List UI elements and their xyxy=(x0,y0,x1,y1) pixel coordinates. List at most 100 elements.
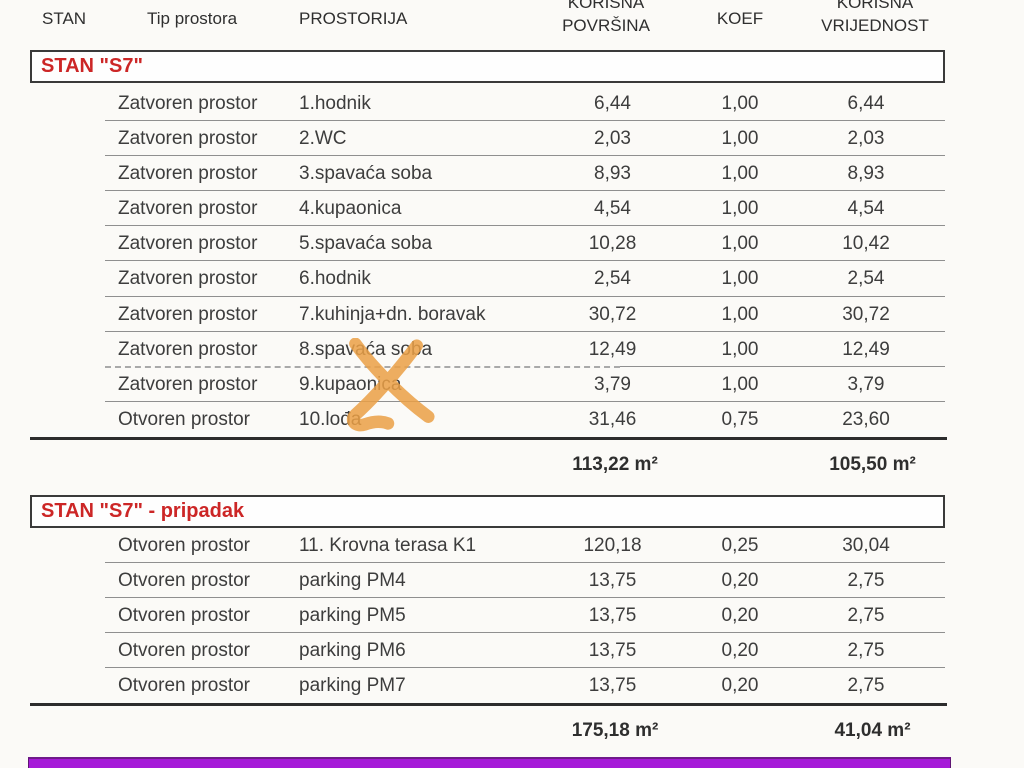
cell-koef: 1,00 xyxy=(721,268,759,290)
cell-koef: 1,00 xyxy=(721,163,759,185)
cell-korisna-vrijednost: 2,75 xyxy=(847,640,885,661)
table-row: Otvoren prostor parking PM7 13,75 0,20 2… xyxy=(30,668,945,703)
cell-korisna-vrijednost: 3,79 xyxy=(847,373,885,395)
cell-prostorija: 2.WC xyxy=(299,128,347,150)
cell-tip-prostora: Otvoren prostor xyxy=(118,535,250,556)
table-row: Zatvoren prostor 1.hodnik 6,44 1,00 6,44 xyxy=(30,86,945,122)
cell-korisna-povrsina: 6,44 xyxy=(594,93,631,114)
cell-korisna-povrsina: 30,72 xyxy=(588,303,637,325)
cell-koef: 1,00 xyxy=(721,233,759,255)
cell-tip-prostora: Otvoren prostor xyxy=(118,408,250,430)
row-separator xyxy=(105,295,945,297)
table-row: Otvoren prostor parking PM6 13,75 0,20 2… xyxy=(30,633,945,668)
cell-tip-prostora: Otvoren prostor xyxy=(118,570,250,591)
cell-korisna-vrijednost: 2,75 xyxy=(847,570,885,591)
cell-korisna-povrsina: 13,75 xyxy=(588,640,637,661)
section-end-line xyxy=(30,703,947,706)
cell-koef: 1,00 xyxy=(721,338,759,360)
row-separator xyxy=(105,120,945,122)
cell-korisna-vrijednost: 30,72 xyxy=(842,303,890,325)
cell-prostorija: parking PM6 xyxy=(299,640,406,661)
cell-korisna-povrsina: 12,49 xyxy=(588,338,637,360)
column-header-korisna-vrijednost: KORISNA VRIJEDNOST xyxy=(821,0,929,35)
table-row: Zatvoren prostor 6.hodnik 2,54 1,00 2,54 xyxy=(30,261,945,297)
cell-korisna-vrijednost: 23,60 xyxy=(842,408,890,430)
row-separator xyxy=(105,632,945,633)
cell-korisna-vrijednost: 2,03 xyxy=(847,128,885,150)
cell-korisna-povrsina: 4,54 xyxy=(594,198,631,220)
cell-prostorija: 5.spavaća soba xyxy=(299,233,433,255)
section-title-box: STAN "S7" - pripadak xyxy=(30,495,945,528)
section-total-vrijednost: 41,04 m² xyxy=(834,720,911,741)
table-row: Zatvoren prostor 9.kupaonica 3,79 1,00 3… xyxy=(30,367,945,402)
cell-prostorija: parking PM5 xyxy=(299,605,406,626)
cell-prostorija: 1.hodnik xyxy=(299,93,371,114)
cell-koef: 1,00 xyxy=(721,198,759,220)
cell-korisna-vrijednost: 4,54 xyxy=(847,198,885,220)
row-separator xyxy=(105,155,945,157)
section-title: STAN "S7" - pripadak xyxy=(41,500,245,522)
cell-korisna-vrijednost: 10,42 xyxy=(842,233,890,255)
table-row: Zatvoren prostor 7.kuhinja+dn. boravak 3… xyxy=(30,297,945,332)
cell-prostorija: 4.kupaonica xyxy=(299,198,402,220)
column-header-stan: STAN xyxy=(42,9,87,28)
cell-koef: 1,00 xyxy=(721,373,759,395)
row-separator xyxy=(105,400,945,402)
cell-korisna-povrsina: 3,79 xyxy=(594,373,631,395)
cell-koef: 0,20 xyxy=(721,605,759,626)
cell-prostorija: 6.hodnik xyxy=(299,268,371,290)
footer-accent-bar xyxy=(28,757,951,768)
row-separator xyxy=(105,225,945,227)
cell-korisna-vrijednost: 30,04 xyxy=(842,535,890,556)
section-rows: Zatvoren prostor 1.hodnik 6,44 1,00 6,44… xyxy=(30,86,945,437)
cell-tip-prostora: Zatvoren prostor xyxy=(118,163,258,185)
table-row: Zatvoren prostor 5.spavaća soba 10,28 1,… xyxy=(30,226,945,262)
table-row: Zatvoren prostor 4.kupaonica 4,54 1,00 4… xyxy=(30,191,945,227)
cell-tip-prostora: Zatvoren prostor xyxy=(118,373,258,395)
row-separator xyxy=(105,597,945,598)
cell-korisna-povrsina: 10,28 xyxy=(588,233,637,255)
cell-korisna-povrsina: 13,75 xyxy=(588,675,637,696)
section-total-vrijednost: 105,50 m² xyxy=(829,454,916,475)
section-rows: Otvoren prostor 11. Krovna terasa K1 120… xyxy=(30,528,945,703)
cell-tip-prostora: Otvoren prostor xyxy=(118,605,250,626)
cell-koef: 0,25 xyxy=(721,535,759,556)
cell-korisna-povrsina: 120,18 xyxy=(583,535,642,556)
cell-koef: 1,00 xyxy=(721,303,759,325)
section-end-line xyxy=(30,437,947,440)
cell-korisna-povrsina: 31,46 xyxy=(588,408,637,430)
row-separator xyxy=(105,190,945,192)
cell-korisna-povrsina: 2,03 xyxy=(594,128,631,150)
row-separator xyxy=(105,260,945,262)
table-row: Zatvoren prostor 8.spavaća soba 12,49 1,… xyxy=(30,332,945,367)
cell-tip-prostora: Zatvoren prostor xyxy=(118,128,258,150)
section-title-box: STAN "S7" xyxy=(30,50,945,83)
cell-tip-prostora: Zatvoren prostor xyxy=(118,233,258,255)
cell-koef: 0,75 xyxy=(721,408,759,430)
section-total-povrsina: 113,22 m² xyxy=(572,454,658,475)
cell-koef: 1,00 xyxy=(721,128,759,150)
cell-korisna-povrsina: 8,93 xyxy=(594,163,631,185)
cell-tip-prostora: Zatvoren prostor xyxy=(118,338,258,360)
cell-korisna-vrijednost: 2,54 xyxy=(847,268,885,290)
row-separator xyxy=(105,330,945,332)
column-header-tip-prostora: Tip prostora xyxy=(147,9,238,28)
column-header-prostorija: PROSTORIJA xyxy=(299,9,408,28)
row-separator xyxy=(105,667,945,668)
cell-korisna-vrijednost: 6,44 xyxy=(847,93,885,114)
table-row: Otvoren prostor 10.lođa 31,46 0,75 23,60 xyxy=(30,402,945,437)
orange-x-watermark-icon xyxy=(346,338,435,432)
section-title: STAN "S7" xyxy=(41,55,143,77)
cell-korisna-vrijednost: 2,75 xyxy=(847,675,885,696)
table-row: Otvoren prostor parking PM4 13,75 0,20 2… xyxy=(30,563,945,598)
cell-koef: 0,20 xyxy=(721,675,759,696)
cell-korisna-vrijednost: 12,49 xyxy=(842,338,890,360)
cell-tip-prostora: Zatvoren prostor xyxy=(118,268,258,290)
cell-korisna-vrijednost: 8,93 xyxy=(847,163,885,185)
cell-prostorija: parking PM7 xyxy=(299,675,406,696)
cell-tip-prostora: Zatvoren prostor xyxy=(118,198,258,220)
cell-korisna-povrsina: 13,75 xyxy=(588,605,637,626)
cell-koef: 0,20 xyxy=(721,640,759,661)
column-header-koef: KOEF xyxy=(716,9,764,28)
